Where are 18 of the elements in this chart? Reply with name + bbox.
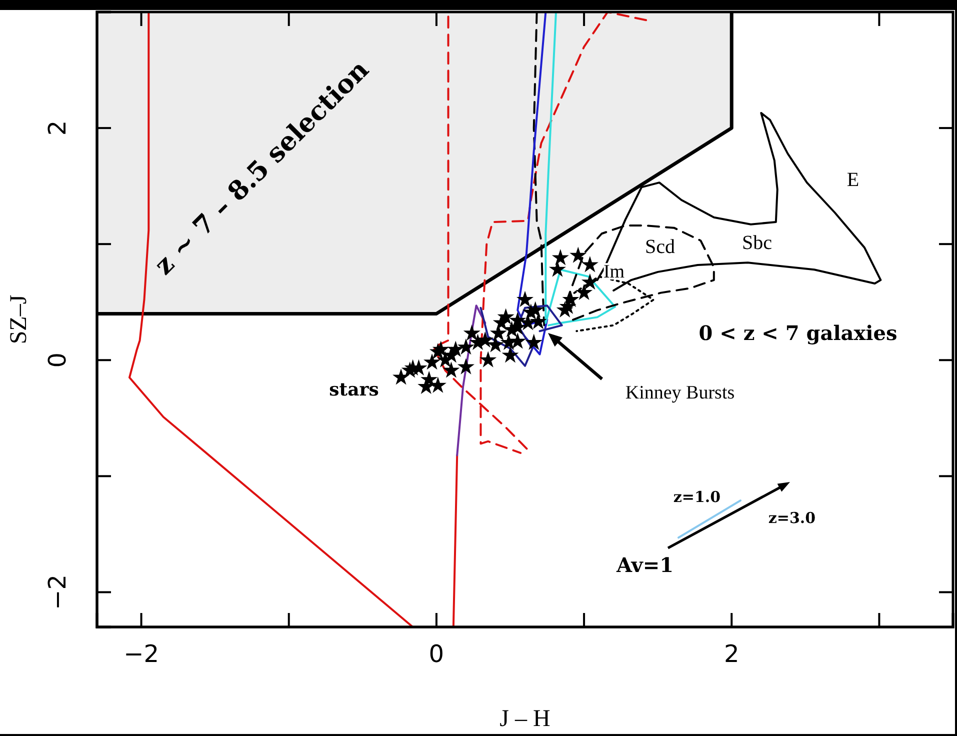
annotation: stars: [329, 380, 379, 400]
x-tick-label: 2: [724, 640, 740, 668]
y-tick-label: 0: [43, 352, 72, 368]
annotation: Scd: [645, 236, 675, 258]
annotation: 0 < z < 7 galaxies: [698, 321, 898, 345]
annotation: E: [846, 169, 860, 191]
x-tick-label: 0: [428, 640, 444, 668]
annotation: Kinney Bursts: [625, 382, 735, 404]
y-tick-label: −2: [43, 574, 72, 610]
x-axis-title: J – H: [500, 706, 550, 732]
annotation: Av=1: [615, 553, 674, 577]
annotation: Im: [603, 262, 625, 282]
y-axis-title: SZ–J: [6, 294, 32, 344]
annotation: z=3.0: [768, 509, 816, 527]
x-tick-label: −2: [124, 640, 159, 668]
annotation: z=1.0: [673, 488, 721, 506]
y-tick-label: 2: [43, 120, 72, 136]
annotation: Sbc: [742, 232, 772, 254]
